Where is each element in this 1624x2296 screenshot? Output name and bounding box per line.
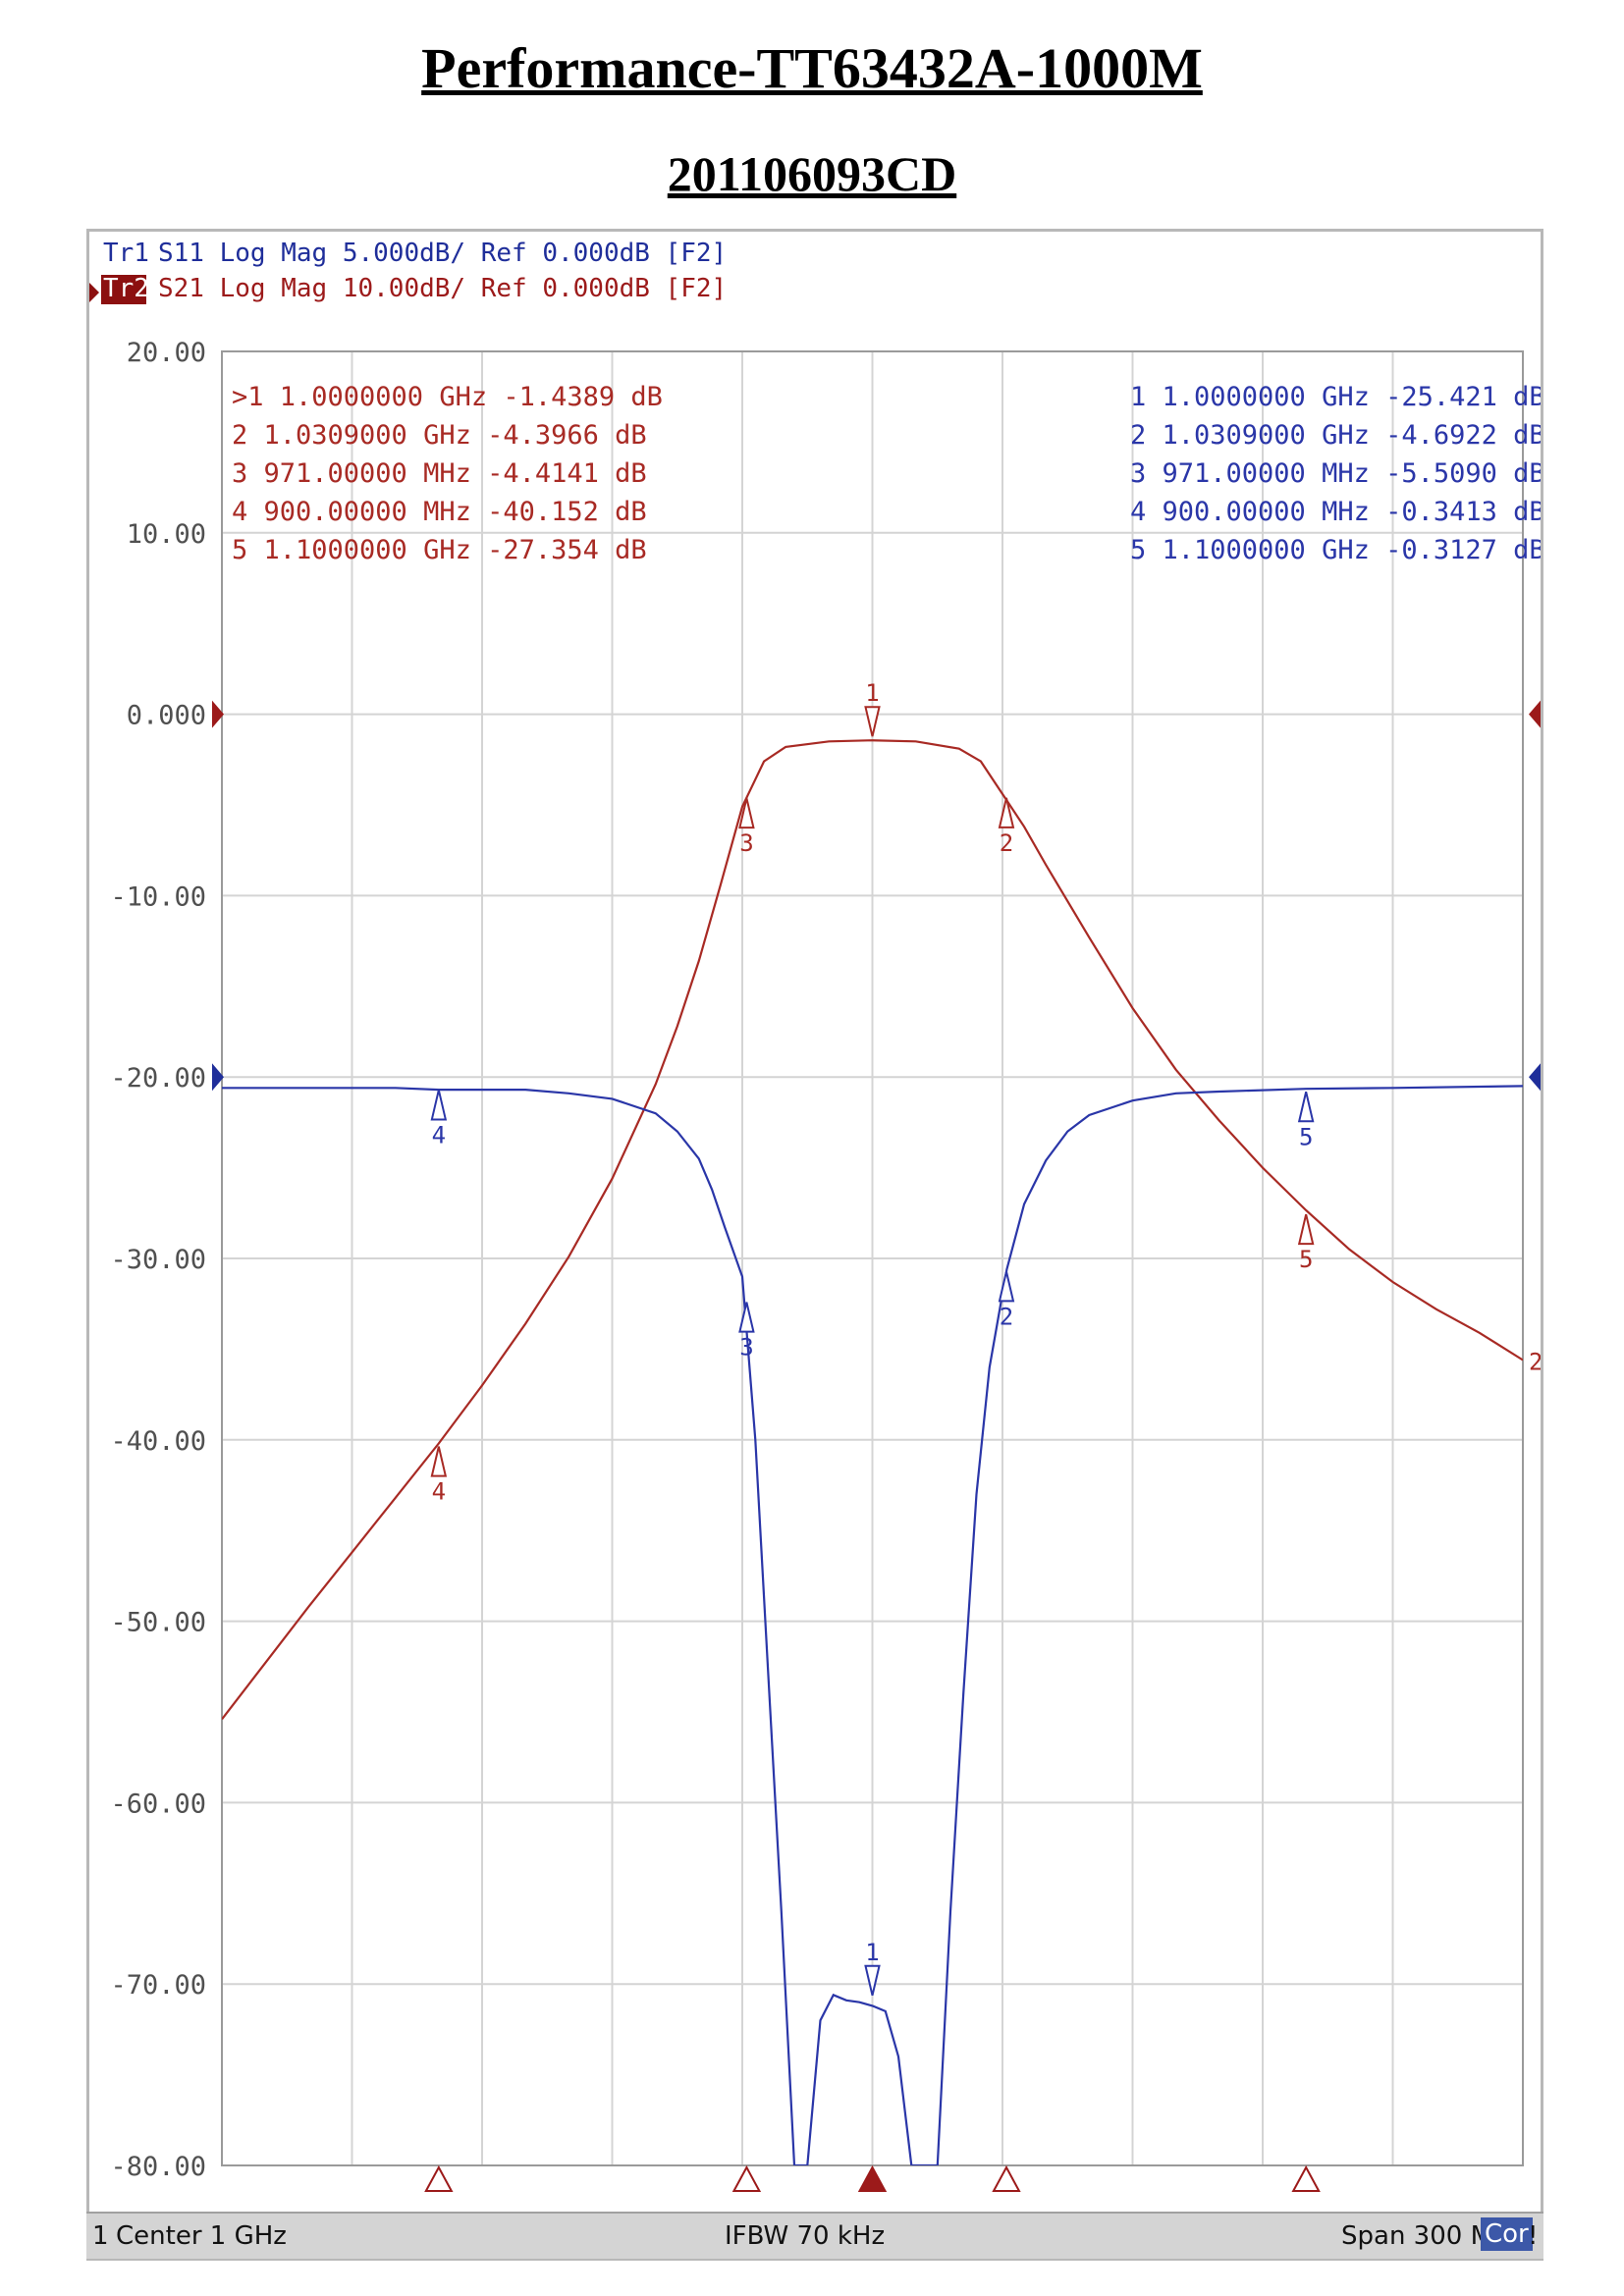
marker-1-icon: 1	[864, 1939, 881, 1996]
marker-triangle	[1297, 1213, 1315, 1246]
marker-table-right-row: 4 900.00000 MHz -0.3413 dB	[1130, 497, 1541, 527]
marker-table-left-row: 2 1.0309000 GHz -4.3966 dB	[232, 420, 647, 451]
analyzer-screen: Tr1 S11 Log Mag 5.000dB/ Ref 0.000dB [F2]…	[86, 229, 1543, 2261]
trace-end-marker-label: 2	[1529, 1348, 1541, 1375]
marker-table-left-row: >1 1.0000000 GHz -1.4389 dB	[232, 382, 663, 412]
marker-number: 1	[865, 679, 879, 707]
marker-table-left-row: 3 971.00000 MHz -4.4141 dB	[232, 458, 647, 489]
marker-table-right-row: 5 1.1000000 GHz -0.3127 dB	[1130, 535, 1541, 565]
marker-3-icon: 3	[738, 1302, 755, 1362]
marker-number: 1	[865, 1939, 879, 1966]
marker-3-icon: 3	[738, 797, 755, 857]
y-tick-label: -70.00	[110, 1970, 206, 2001]
trace-header-text: S21 Log Mag 10.00dB/ Ref 0.000dB [F2]	[158, 274, 727, 303]
chart-plot: Tr1 S11 Log Mag 5.000dB/ Ref 0.000dB [F2]…	[89, 239, 1541, 2192]
marker-5-icon: 5	[1297, 1213, 1315, 1273]
marker-1-icon: 1	[864, 679, 881, 737]
traces-group	[222, 739, 1523, 2165]
marker-triangle	[864, 1964, 881, 1996]
y-tick-label: -80.00	[110, 2152, 206, 2182]
s11-ref-arrow-right-icon	[1529, 1063, 1541, 1092]
y-tick-label: 10.00	[127, 519, 206, 550]
marker-position-5-icon	[1291, 2164, 1321, 2192]
marker-position-1-icon	[857, 2164, 888, 2192]
s21-ref-arrow-left-icon	[212, 700, 224, 728]
s11-ref-arrow-left-icon	[212, 1063, 224, 1092]
warning-flag: !	[1528, 2221, 1539, 2251]
y-tick-label: -20.00	[110, 1063, 206, 1094]
marker-table-left-row: 5 1.1000000 GHz -27.354 dB	[232, 535, 647, 565]
page-title: Performance-TT63432A-1000M	[421, 36, 1203, 100]
y-tick-label: 0.000	[127, 701, 206, 731]
status-bar: 1 Center 1 GHz IFBW 70 kHz Span 300 MHz …	[86, 2212, 1543, 2259]
marker-table-right-row: 1 1.0000000 GHz -25.421 dB	[1130, 382, 1541, 412]
marker-2-icon: 2	[998, 797, 1015, 857]
center-frequency-label[interactable]: Center 1 GHz	[116, 2221, 287, 2251]
marker-position-2-icon	[992, 2164, 1021, 2192]
marker-number: 4	[432, 1478, 446, 1506]
marker-number: 2	[1000, 829, 1013, 857]
trace-s11	[222, 1085, 1523, 2165]
marker-4-icon: 4	[430, 1446, 448, 1506]
marker-2-icon: 2	[998, 1271, 1015, 1330]
marker-triangle	[864, 706, 881, 737]
marker-position-3-icon	[731, 2164, 762, 2192]
trace-header-text: S11 Log Mag 5.000dB/ Ref 0.000dB [F2]	[158, 239, 727, 268]
marker-triangle	[430, 1090, 448, 1121]
y-tick-label: -10.00	[110, 881, 206, 912]
marker-table-right-row: 2 1.0309000 GHz -4.6922 dB	[1130, 420, 1541, 451]
trace-s21	[222, 739, 1523, 1721]
page-subtitle: 201106093CD	[667, 146, 957, 201]
marker-table-right-row: 3 971.00000 MHz -5.5090 dB	[1130, 458, 1541, 489]
marker-triangle	[998, 797, 1015, 828]
marker-number: 2	[1000, 1303, 1013, 1330]
marker-triangle	[430, 1446, 448, 1477]
ifbw-label[interactable]: IFBW 70 kHz	[725, 2221, 886, 2251]
marker-triangle	[738, 797, 755, 829]
marker-table-left-row: 4 900.00000 MHz -40.152 dB	[232, 497, 647, 527]
marker-number: 4	[432, 1121, 446, 1148]
trace-header-id: Tr1	[103, 239, 149, 268]
marker-4-icon: 4	[430, 1090, 448, 1148]
active-trace-highlight	[101, 275, 146, 304]
y-tick-label: -30.00	[110, 1245, 206, 1275]
y-tick-label: -60.00	[110, 1789, 206, 1819]
correction-badge[interactable]: Cor	[1481, 2217, 1533, 2251]
marker-triangle	[738, 1302, 755, 1333]
y-tick-label: -40.00	[110, 1426, 206, 1457]
marker-number: 3	[739, 1334, 753, 1362]
marker-number: 5	[1299, 1246, 1313, 1273]
trace-header-id: Tr2	[103, 274, 149, 303]
channel-number[interactable]: 1	[92, 2221, 109, 2251]
s21-ref-arrow-right-icon	[1529, 700, 1541, 728]
marker-5-icon: 5	[1297, 1092, 1315, 1150]
active-trace-indicator-icon	[89, 283, 99, 302]
marker-position-4-icon	[424, 2164, 454, 2192]
marker-triangle	[998, 1271, 1015, 1303]
y-tick-label: -50.00	[110, 1608, 206, 1638]
y-tick-label: 20.00	[127, 338, 206, 368]
marker-triangle	[1297, 1092, 1315, 1123]
marker-number: 3	[739, 829, 753, 857]
marker-number: 5	[1299, 1123, 1313, 1150]
